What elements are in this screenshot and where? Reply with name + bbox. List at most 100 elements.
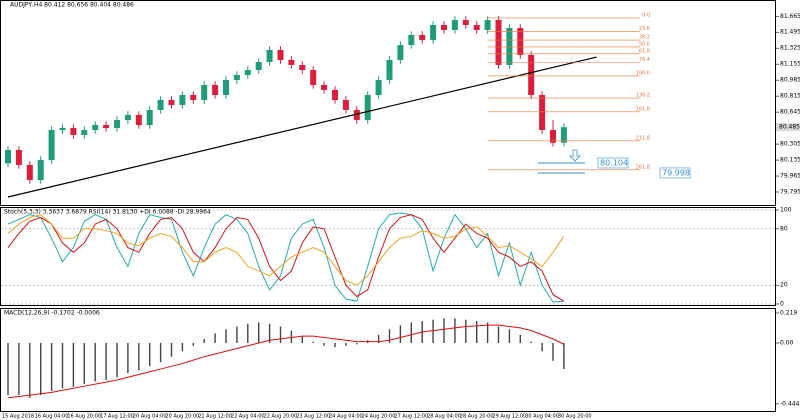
candle-body <box>135 114 142 126</box>
candle-body <box>528 54 535 96</box>
x-tick-label: 23 Aug 12:00 <box>296 414 330 420</box>
x-tick-label: 21 Aug 12:00 <box>198 414 232 420</box>
fib-label: 38.2 <box>639 35 650 41</box>
candle-body <box>190 95 197 101</box>
macd-bar <box>312 341 314 343</box>
x-tick-label: 22 Aug 04:00 <box>231 414 265 420</box>
macd-bar <box>399 325 402 343</box>
macd-bar <box>61 343 64 389</box>
candle-body <box>179 95 186 105</box>
x-tick-label: 16 Aug 04:00 <box>35 414 69 420</box>
x-tick-label: 29 Aug 12:00 <box>493 414 527 420</box>
macd-bar <box>432 319 434 343</box>
candle-body <box>364 95 371 121</box>
y-tick-label: 80.645 <box>780 109 800 116</box>
candle-body <box>451 20 458 30</box>
candle-body <box>157 100 164 110</box>
candle-body <box>397 45 404 60</box>
x-tick-label: 17 Aug 12:00 <box>100 414 134 420</box>
macd-bar <box>443 318 445 343</box>
candle-body <box>37 159 44 180</box>
candle-body <box>103 125 110 129</box>
fib-label: 261.8 <box>636 164 650 170</box>
last-price-label: 80.485 <box>779 124 800 131</box>
candle-body <box>59 128 66 130</box>
y-tick-label: 81.325 <box>780 45 800 52</box>
y-tick-label: 80 <box>780 225 788 232</box>
candle-body <box>266 50 273 63</box>
candle-body <box>441 25 447 30</box>
candle-body <box>506 28 513 65</box>
signal-line <box>7 324 565 399</box>
candle-body <box>386 59 393 80</box>
candle-body <box>310 70 317 85</box>
x-tick-label: 20 Aug 04:00 <box>133 414 167 420</box>
macd-bar <box>181 343 184 352</box>
candle-body <box>473 25 480 30</box>
macd-bar <box>127 343 129 374</box>
fib-label: 211.8 <box>636 135 650 141</box>
macd-bar <box>334 343 336 348</box>
macd-bar <box>149 343 151 367</box>
macd-bar <box>410 322 412 343</box>
macd-bar <box>138 343 140 371</box>
y-tick-label: 81.155 <box>780 61 800 68</box>
x-tick-label: 27 Aug 12:00 <box>394 414 428 420</box>
x-tick-label: 24 Aug 04:00 <box>329 414 363 420</box>
x-tick-label: 30 Aug 20:00 <box>558 414 592 420</box>
candle-body <box>48 129 55 160</box>
candle-body <box>462 20 469 26</box>
x-tick-label: 22 Aug 20:00 <box>264 414 298 420</box>
y-tick-label: 0.219 <box>780 309 797 316</box>
candle-body <box>201 84 208 101</box>
y-tick-label: 80.985 <box>780 77 800 84</box>
candle-body <box>299 64 306 71</box>
x-tick-label: 28 Aug 04:00 <box>427 414 461 420</box>
candle-body <box>539 95 546 130</box>
candle-body <box>550 129 556 143</box>
macd-bar <box>105 343 107 381</box>
macd-bar <box>465 319 467 343</box>
candle-body <box>255 62 262 71</box>
x-tick-label: 16 Aug 20:00 <box>67 414 101 420</box>
candle-body <box>419 34 426 40</box>
y-tick-label: 0.00 <box>780 340 794 347</box>
trendline <box>7 56 597 198</box>
x-tick-label: 15 Aug 2018 <box>2 414 34 420</box>
macd-bar <box>563 343 565 370</box>
candle-body <box>244 70 251 76</box>
macd-title: MACD(12,26,9) -0.1702 -0.0006 <box>4 310 100 317</box>
macd-bar <box>552 343 554 361</box>
price-box <box>597 157 629 169</box>
price-label: 80.104 <box>600 158 628 167</box>
macd-bar <box>377 334 380 343</box>
macd-bar <box>301 336 303 343</box>
macd-bar <box>94 343 96 382</box>
macd-bar <box>388 329 391 343</box>
indicator-line <box>7 212 564 303</box>
candle-body <box>332 89 338 101</box>
macd-bar <box>476 321 478 343</box>
macd-bar <box>40 343 42 396</box>
candle-body <box>114 120 120 129</box>
y-tick-label: 80.815 <box>780 93 800 100</box>
macd-bar <box>192 343 194 346</box>
macd-bar <box>116 343 118 378</box>
candle-body <box>168 100 175 105</box>
candle-body <box>375 79 382 96</box>
candle-body <box>517 28 524 55</box>
candle-body <box>484 20 491 30</box>
candle-body <box>342 100 349 110</box>
macd-bar <box>7 343 9 396</box>
x-tick-label: 30 Aug 04:00 <box>525 414 559 420</box>
macd-bar <box>159 343 162 363</box>
y-tick-label: 81.665 <box>780 13 800 20</box>
y-tick-label: 80.305 <box>780 141 800 148</box>
price-frame <box>0 0 776 206</box>
candle-body <box>146 109 153 126</box>
y-tick-label: 79.965 <box>780 173 800 180</box>
macd-bar <box>50 343 53 391</box>
fib-label: 161.8 <box>636 106 650 112</box>
macd-bar <box>497 326 500 343</box>
